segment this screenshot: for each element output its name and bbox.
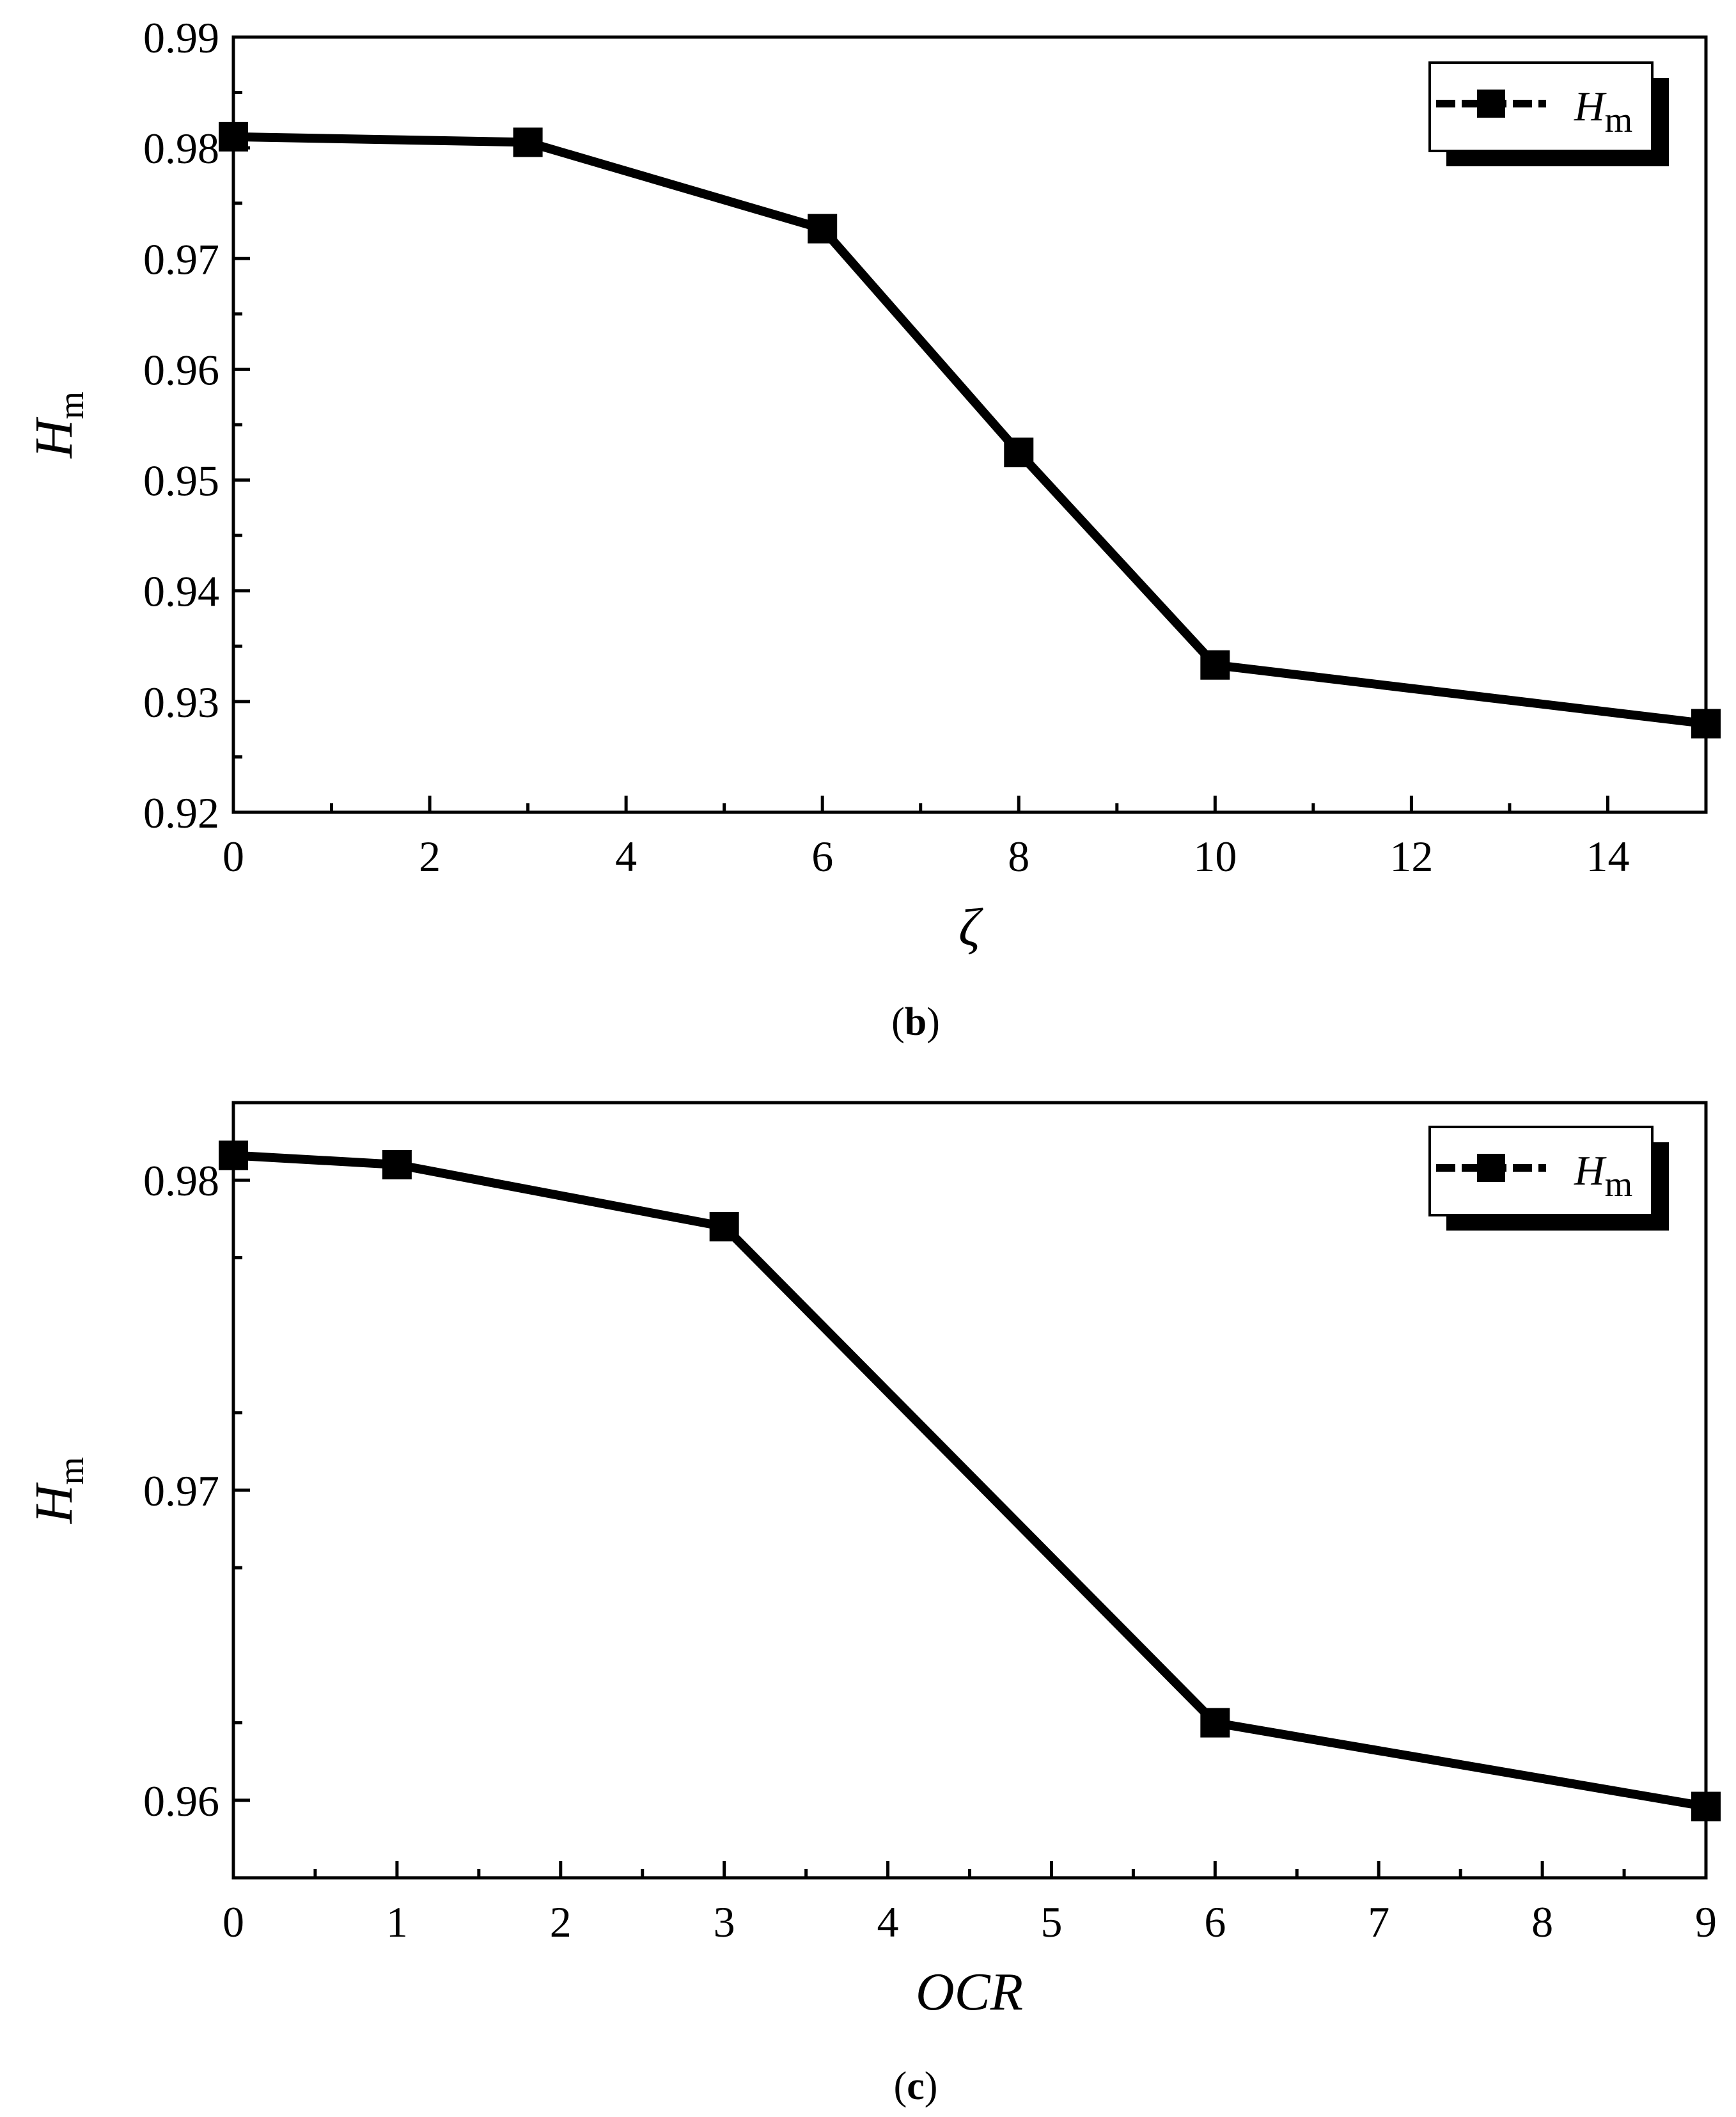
data-point <box>1004 437 1034 468</box>
axis-ticks <box>231 35 1609 814</box>
y-tick-labels: 0.96 0.97 0.98 <box>143 1156 219 1825</box>
x-tick-label: 4 <box>877 1898 899 1946</box>
x-axis-label: OCR <box>916 1962 1023 2022</box>
y-tick-labels: 0.92 0.93 0.94 0.95 0.96 0.97 0.98 0.99 <box>143 13 219 837</box>
x-tick-label: 12 <box>1389 832 1433 881</box>
y-tick-label: 0.98 <box>143 1156 219 1205</box>
y-tick-label: 0.99 <box>143 13 219 62</box>
y-tick-label: 0.95 <box>143 457 219 505</box>
x-tick-label: 8 <box>1008 832 1029 881</box>
panel-caption-b: (b) <box>891 1000 940 1044</box>
legend-marker <box>1477 90 1505 118</box>
y-tick-label: 0.96 <box>143 345 219 394</box>
series-line <box>233 1151 1707 1811</box>
data-point <box>709 1211 739 1241</box>
y-axis-label: Hm <box>24 1457 91 1524</box>
x-tick-label: 2 <box>419 832 441 881</box>
x-tick-labels: 0 1 2 3 4 5 6 7 8 9 <box>223 1898 1717 1946</box>
x-tick-label: 7 <box>1368 1898 1389 1946</box>
data-point <box>808 214 838 244</box>
y-tick-label: 0.97 <box>143 235 219 283</box>
data-point <box>1691 1791 1721 1822</box>
y-axis-label: Hm <box>24 391 91 459</box>
x-tick-label: 8 <box>1531 1898 1553 1946</box>
data-point <box>382 1149 412 1179</box>
legend: Hm <box>1428 61 1669 166</box>
data-point <box>219 122 248 152</box>
data-point <box>1200 1708 1230 1738</box>
x-tick-label: 2 <box>550 1898 572 1946</box>
chart-panel-b: 0 2 4 6 8 10 12 14 0.92 0.93 0.94 0.95 0.96 0.97 0.98… <box>24 13 1721 1044</box>
x-axis-label: ζ <box>958 898 983 957</box>
x-tick-label: 9 <box>1695 1898 1717 1946</box>
x-tick-label: 0 <box>223 1898 244 1946</box>
chart-panel-c: 0 1 2 3 4 5 6 7 8 9 0.96 0.97 0.98 Hm Hm OCR (c) <box>24 1101 1721 2108</box>
x-tick-labels: 0 2 4 6 8 10 12 14 <box>223 832 1629 881</box>
data-point <box>1691 709 1721 739</box>
x-tick-label: 6 <box>811 832 833 881</box>
legend-label: Hm <box>1574 83 1632 140</box>
series-line <box>233 132 1707 728</box>
x-tick-label: 5 <box>1040 1898 1062 1946</box>
y-tick-label: 0.94 <box>143 567 219 616</box>
y-tick-label: 0.96 <box>143 1777 219 1825</box>
y-tick-label: 0.93 <box>143 678 219 727</box>
series-layer <box>219 1140 1721 1822</box>
x-tick-label: 0 <box>223 832 244 881</box>
y-tick-label: 0.97 <box>143 1467 219 1515</box>
axis-ticks <box>231 1178 1708 1878</box>
data-point <box>513 127 543 157</box>
legend-marker <box>1477 1154 1505 1182</box>
data-point <box>1200 650 1230 680</box>
legend-label: Hm <box>1574 1147 1632 1204</box>
x-tick-label: 6 <box>1204 1898 1226 1946</box>
y-tick-label: 0.92 <box>143 789 219 837</box>
x-tick-label: 4 <box>615 832 637 881</box>
series-layer <box>219 122 1721 739</box>
x-tick-label: 14 <box>1586 832 1629 881</box>
x-tick-label: 10 <box>1193 832 1237 881</box>
panel-caption-c: (c) <box>894 2065 938 2108</box>
y-tick-label: 0.98 <box>143 124 219 173</box>
x-tick-label: 3 <box>714 1898 735 1946</box>
x-tick-label: 1 <box>386 1898 408 1946</box>
legend: Hm <box>1428 1126 1669 1231</box>
data-point <box>219 1140 248 1170</box>
